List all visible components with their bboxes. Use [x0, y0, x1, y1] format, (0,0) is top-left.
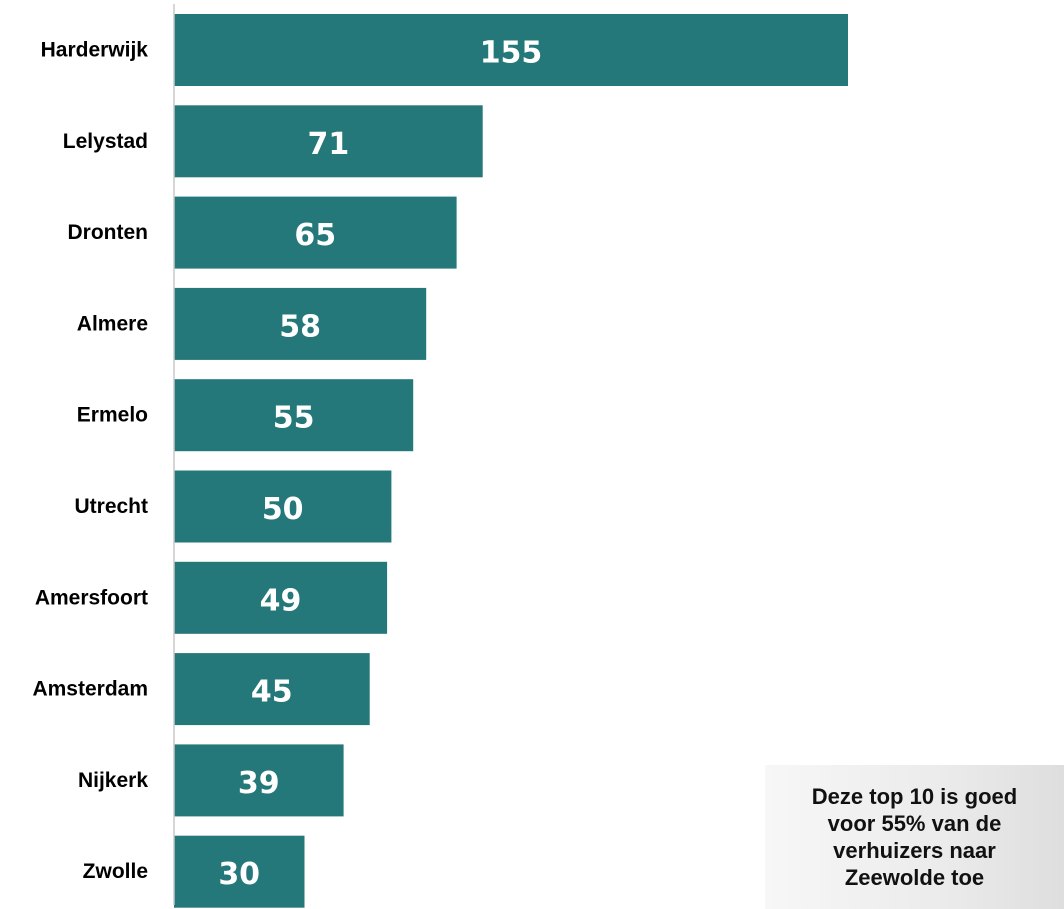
callout-text: Deze top 10 is goed voor 55% van de verh… [811, 784, 1018, 890]
bar-utrecht [174, 470, 392, 543]
bar-nijkerk [174, 744, 344, 817]
bar-value-label: 39 [238, 766, 280, 801]
bar-value-label: 71 [308, 127, 350, 162]
bar-value-label: 50 [262, 492, 304, 527]
bar-value-label: 55 [273, 401, 315, 436]
bar-amsterdam [174, 653, 370, 726]
bar-amersfoort [174, 561, 388, 634]
bars-group [174, 14, 848, 908]
category-label: Zwolle [83, 860, 148, 883]
category-label: Utrecht [74, 495, 148, 518]
bar-ermelo [174, 379, 414, 452]
bar-value-label: 49 [260, 583, 302, 618]
bar-value-label: 30 [218, 857, 260, 892]
bar-value-label: 65 [294, 218, 336, 253]
bar-almere [174, 287, 427, 360]
summary-callout: Deze top 10 is goed voor 55% van de verh… [765, 765, 1064, 909]
bar-value-label: 155 [480, 36, 543, 71]
category-labels-group: Harderwijk Lelystad Dronten Almere Ermelo Utr… [32, 39, 148, 884]
category-label: Lelystad [63, 130, 148, 153]
bar-lelystad [174, 105, 483, 178]
category-label: Amsterdam [32, 678, 148, 701]
category-label: Ermelo [77, 404, 148, 427]
bar-zwolle [174, 835, 305, 908]
bar-value-label: 45 [251, 675, 293, 710]
bar-dronten [174, 196, 457, 269]
bar-value-label: 58 [279, 309, 321, 344]
data-labels-group: 155 71 65 58 55 50 49 45 39 30 [218, 36, 542, 893]
category-label: Nijkerk [78, 769, 148, 792]
category-label: Almere [77, 312, 148, 335]
category-label: Harderwijk [41, 39, 149, 62]
bar-harderwijk [174, 14, 848, 86]
category-label: Amersfoort [35, 586, 148, 609]
category-label: Dronten [68, 221, 149, 244]
